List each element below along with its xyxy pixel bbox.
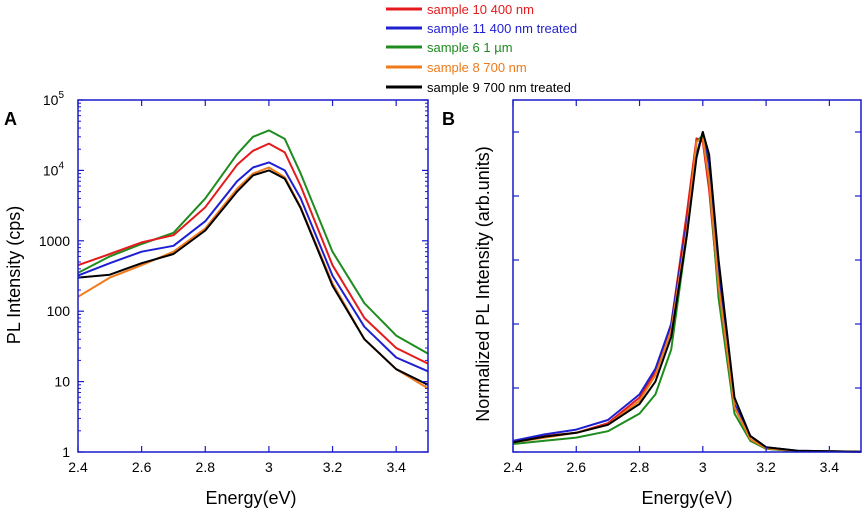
series-line-a-0 — [77, 129, 429, 355]
y-tick-label-a: 100 — [47, 303, 71, 319]
x-tick-label-a: 3.4 — [386, 459, 406, 475]
y-axis-label-a: PL Intensity (cps) — [4, 206, 24, 344]
y-tick-label-a: 1 — [62, 444, 70, 460]
legend-entry: sample 8 700 nm — [386, 60, 527, 75]
x-tick-label-b: 3 — [699, 459, 707, 475]
x-axis-label-b: Energy(eV) — [641, 488, 732, 508]
legend-label: sample 9 700 nm treated — [427, 80, 571, 95]
series-line-a-4 — [77, 169, 429, 386]
legend-entry: sample 6 1 µm — [386, 40, 513, 55]
plot-frame-a — [77, 99, 429, 453]
series-line-b-0 — [512, 137, 862, 453]
x-tick-label-b: 2.6 — [567, 459, 587, 475]
x-tick-label-a: 2.4 — [68, 459, 88, 475]
x-tick-label-b: 2.8 — [630, 459, 650, 475]
y-tick-label-a: 105 — [43, 90, 65, 108]
series-line-b-4 — [512, 131, 862, 453]
series-line-b-2 — [512, 134, 862, 453]
legend-label: sample 11 400 nm treated — [427, 21, 577, 36]
y-axis-label-b: Normalized PL Intensity (arb.units) — [473, 146, 493, 421]
x-axis-label-a: Energy(eV) — [205, 488, 296, 508]
x-tick-label-b: 2.4 — [503, 459, 523, 475]
chart-panel-a: 2.4 2.6 2.8 3 3.2 3.4 1 10 100 1000 104 105 — [39, 90, 429, 475]
legend-label: sample 6 1 µm — [427, 40, 513, 55]
legend-entry: sample 11 400 nm treated — [386, 21, 577, 36]
series-line-a-2 — [77, 161, 429, 373]
legend-entry: sample 9 700 nm treated — [386, 80, 571, 95]
series-line-b-1 — [512, 131, 862, 453]
legend: sample 10 400 nm sample 11 400 nm treate… — [386, 2, 577, 95]
plot-frame-b — [512, 99, 862, 453]
series-line-a-3 — [77, 166, 429, 390]
x-tick-label-a: 2.6 — [132, 459, 152, 475]
y-tick-label-a: 104 — [43, 160, 65, 178]
series-line-b-3 — [512, 137, 862, 453]
x-tick-label-a: 2.8 — [196, 459, 216, 475]
x-tick-label-a: 3 — [265, 459, 273, 475]
panel-label-a: A — [4, 109, 17, 129]
x-tick-label-a: 3.2 — [323, 459, 343, 475]
y-tick-label-a: 1000 — [39, 233, 70, 249]
legend-label: sample 10 400 nm — [427, 2, 534, 17]
x-tick-label-b: 3.2 — [756, 459, 776, 475]
y-tick-label-a: 10 — [54, 374, 70, 390]
chart-panel-b: 2.4 2.6 2.8 3 3.2 3.4 — [503, 99, 862, 475]
series-line-a-1 — [77, 142, 429, 365]
x-tick-label-b: 3.4 — [820, 459, 840, 475]
legend-entry: sample 10 400 nm — [386, 2, 534, 17]
legend-label: sample 8 700 nm — [427, 60, 527, 75]
panel-label-b: B — [442, 109, 455, 129]
